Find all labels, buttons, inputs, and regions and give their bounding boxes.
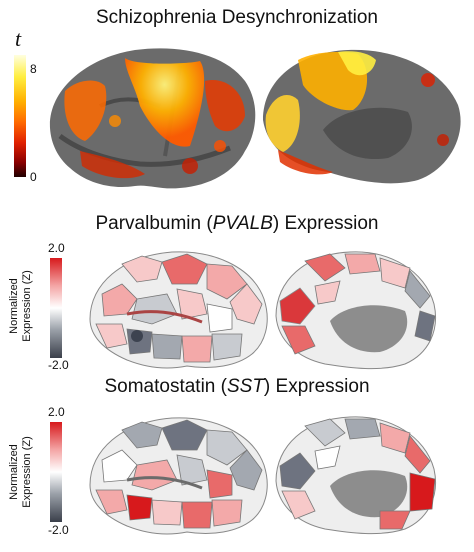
colorbar-3-tick-max: 2.0 — [48, 405, 65, 419]
panel-3-title: Somatostatin (SST) Expression — [104, 376, 370, 397]
brain-medial-pvalb — [275, 251, 436, 370]
brain-lateral-desync — [49, 48, 256, 189]
brain-medial-desync — [263, 49, 461, 184]
brain-lateral-pvalb — [89, 251, 268, 369]
colorbar-1-tick-max: 8 — [30, 62, 37, 76]
colorbar-1-symbol: t — [15, 26, 22, 51]
colorbar-1 — [14, 55, 26, 177]
panel-1-title: Schizophrenia Desynchronization — [96, 7, 378, 28]
colorbar-3-tick-min: -2.0 — [48, 523, 69, 537]
colorbar-1-tick-min: 0 — [30, 170, 37, 184]
colorbar-2 — [50, 258, 62, 358]
colorbar-3 — [50, 422, 62, 522]
brain-medial-sst — [275, 416, 436, 535]
colorbar-2-label: Normalized Expression (Z) — [8, 270, 33, 342]
colorbar-2-tick-min: -2.0 — [48, 358, 69, 372]
colorbar-2-tick-max: 2.0 — [48, 241, 65, 255]
panel-2-title: Parvalbumin (PVALB) Expression — [95, 213, 379, 234]
brain-lateral-sst — [89, 417, 268, 535]
colorbar-3-label: Normalized Expression (Z) — [8, 436, 33, 508]
